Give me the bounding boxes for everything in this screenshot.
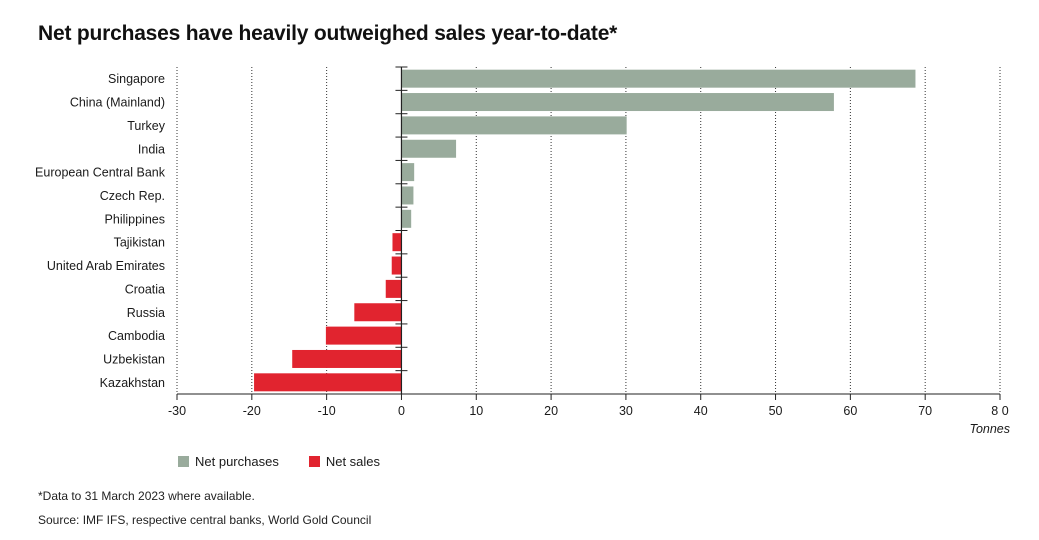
legend-swatch-purchases [178, 456, 189, 467]
bar [401, 163, 415, 182]
x-tick-label: -10 [318, 404, 336, 418]
bar [401, 139, 457, 158]
bar [385, 279, 402, 298]
footnote: *Data to 31 March 2023 where available. [38, 489, 255, 503]
x-tick-label: 20 [544, 404, 558, 418]
bar [401, 209, 412, 228]
bar-chart: Singapore China (Mainland) Turkey India Euro… [35, 66, 1010, 436]
x-tick-label: 0 [398, 404, 405, 418]
bar [401, 69, 916, 88]
x-tick-label: 70 [918, 404, 932, 418]
legend-swatch-sales [308, 456, 320, 467]
legend-label-purchases: Net purchases [195, 454, 279, 469]
x-tick-label: 50 [769, 404, 783, 418]
legend-item-purchases: Net purchases [178, 454, 279, 469]
x-tick-label: 60 [843, 404, 857, 418]
source-note: Source: IMF IFS, respective central bank… [38, 513, 372, 527]
x-tick-label: -30 [168, 404, 186, 418]
bar [401, 186, 414, 205]
category-label: Cambodia [108, 329, 165, 343]
category-label: Croatia [125, 282, 165, 296]
legend-label-sales: Net sales [325, 454, 381, 469]
x-tick-label: 30 [619, 404, 633, 418]
x-tick-label: 8 0 [991, 404, 1008, 418]
bar [392, 233, 402, 252]
category-label: United Arab Emirates [47, 259, 165, 273]
chart-title: Net purchases have heavily outweighed sa… [38, 22, 618, 45]
category-label: Singapore [108, 72, 165, 86]
bar [401, 93, 834, 112]
category-label: Russia [127, 306, 165, 320]
category-label: Czech Rep. [100, 189, 165, 203]
legend-item-sales: Net sales [308, 454, 381, 469]
category-label: Turkey [127, 119, 165, 133]
bar [401, 116, 627, 135]
category-label: China (Mainland) [70, 96, 165, 110]
category-label: Kazakhstan [100, 376, 165, 390]
category-label: Philippines [105, 212, 165, 226]
legend: Net purchases Net sales [178, 454, 380, 469]
x-tick-label: -20 [243, 404, 261, 418]
bar [325, 326, 402, 345]
bar [354, 303, 402, 322]
category-label: Tajikistan [114, 236, 165, 250]
x-tick-label: 10 [469, 404, 483, 418]
bar [254, 373, 402, 392]
category-label: European Central Bank [35, 166, 166, 180]
bar [391, 256, 402, 275]
x-axis-label: Tonnes [969, 422, 1010, 436]
category-label: India [138, 142, 165, 156]
category-label: Uzbekistan [103, 352, 165, 366]
x-tick-label: 40 [694, 404, 708, 418]
bar [292, 349, 402, 368]
